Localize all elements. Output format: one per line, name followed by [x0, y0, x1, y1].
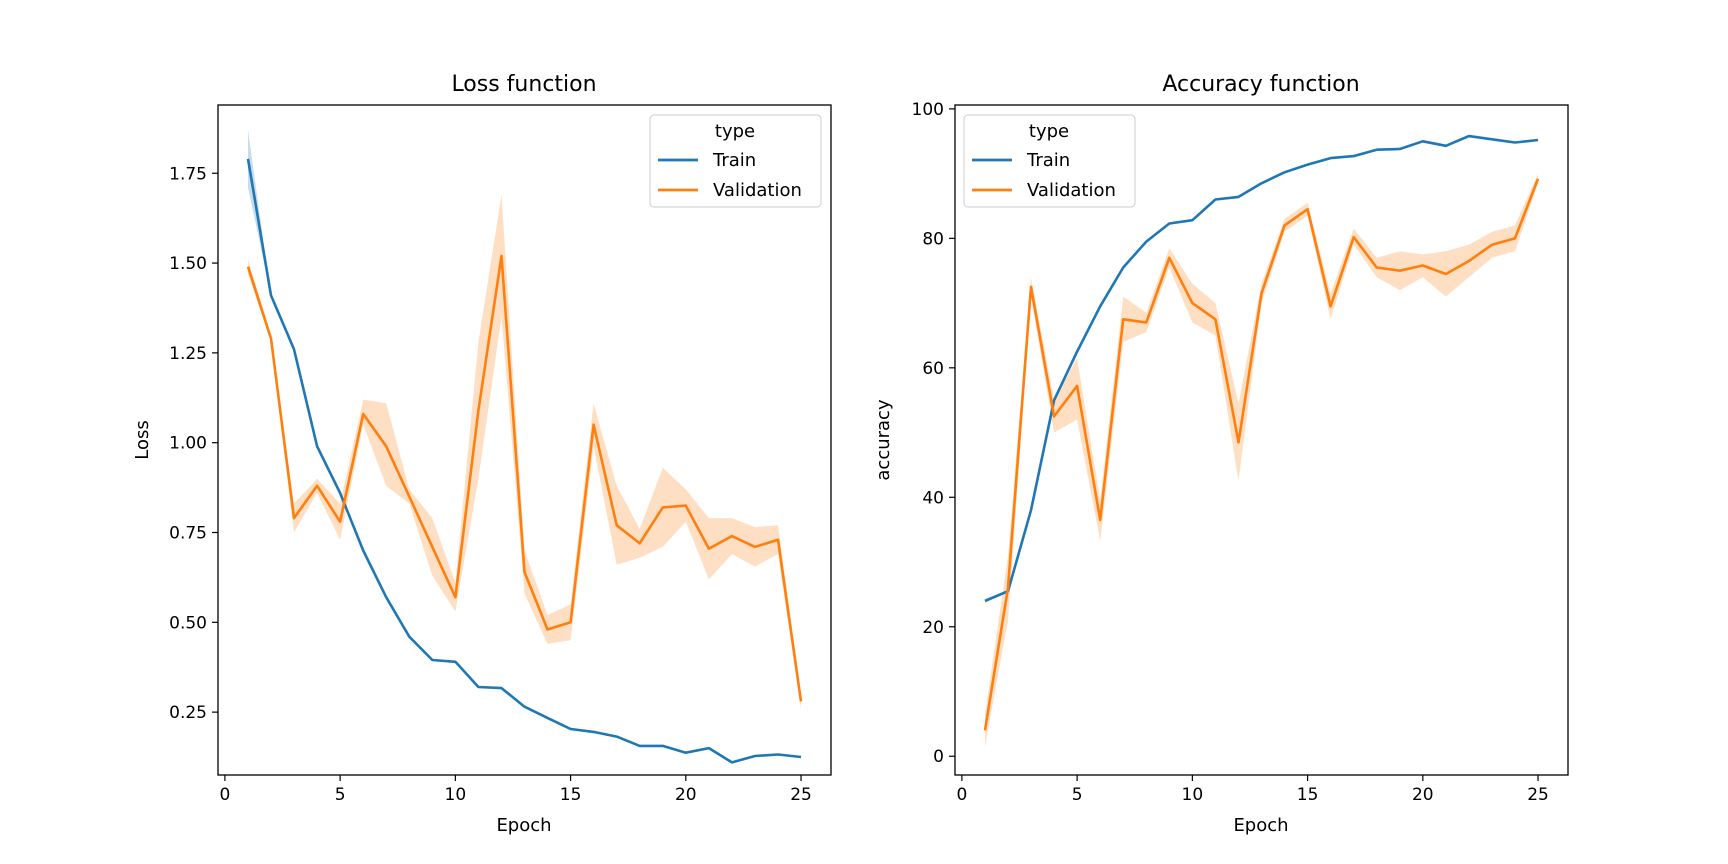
legend: type Train Validation — [649, 114, 822, 208]
y-tick-label: 1.75 — [169, 164, 207, 184]
legend-label-validation: Validation — [713, 180, 802, 201]
y-tick-label: 40 — [922, 488, 944, 508]
x-axis-label: Epoch — [1233, 815, 1288, 836]
series-line-train — [246, 158, 802, 764]
y-tick-label: 1.25 — [169, 344, 207, 364]
legend: type Train Validation — [963, 114, 1136, 208]
x-tick-label: 20 — [675, 785, 697, 805]
y-tick-label: 80 — [922, 229, 944, 249]
loss-chart: Loss function 0 5 10 15 20 25 0.25 0.50 0.75 1.00… — [132, 72, 832, 836]
x-axis-label: Epoch — [496, 815, 551, 836]
legend-label-train: Train — [1026, 150, 1070, 171]
y-tick-label: 20 — [922, 618, 944, 638]
axes-frame — [954, 104, 1569, 776]
x-tick-label: 15 — [560, 785, 582, 805]
plot-area — [246, 130, 803, 764]
x-tick-label: 25 — [1527, 785, 1549, 805]
ticks: 0 5 10 15 20 25 0 20 40 60 80 100 — [912, 100, 1549, 805]
legend-box — [963, 114, 1136, 208]
legend-label-train: Train — [712, 150, 756, 171]
series-line-validation — [983, 178, 1540, 731]
axes-frame — [217, 104, 832, 776]
x-tick-label: 10 — [445, 785, 467, 805]
x-tick-label: 10 — [1182, 785, 1204, 805]
y-tick-label: 1.00 — [169, 434, 207, 454]
x-tick-label: 5 — [335, 785, 346, 805]
y-tick-label: 0.75 — [169, 524, 207, 544]
series-line-train — [984, 134, 1539, 603]
y-tick-label: 0.25 — [169, 703, 207, 723]
y-tick-label: 0 — [933, 747, 944, 767]
chart-title: Loss function — [451, 72, 596, 97]
legend-title: type — [715, 121, 755, 142]
x-tick-label: 25 — [790, 785, 812, 805]
chart-title: Accuracy function — [1162, 72, 1359, 97]
x-tick-label: 5 — [1072, 785, 1083, 805]
series-line-validation — [246, 254, 803, 702]
x-tick-label: 0 — [956, 785, 967, 805]
y-tick-label: 0.50 — [169, 613, 207, 633]
x-tick-label: 15 — [1297, 785, 1319, 805]
ticks: 0 5 10 15 20 25 0.25 0.50 0.75 1.00 1.25 1.50 1.75 — [169, 164, 812, 805]
y-tick-label: 60 — [922, 359, 944, 379]
y-axis-label: accuracy — [873, 399, 894, 481]
legend-label-validation: Validation — [1027, 180, 1116, 201]
y-tick-label: 1.50 — [169, 254, 207, 274]
y-tick-label: 100 — [912, 100, 944, 120]
confidence-band-validation — [985, 173, 1538, 747]
x-tick-label: 20 — [1412, 785, 1434, 805]
legend-box — [649, 114, 822, 208]
accuracy-chart: Accuracy function 0 5 10 15 20 25 0 20 40 60 80 100… — [873, 72, 1569, 836]
plot-area — [983, 134, 1540, 747]
legend-title: type — [1029, 121, 1069, 142]
y-axis-label: Loss — [132, 420, 153, 459]
x-tick-label: 0 — [219, 785, 230, 805]
